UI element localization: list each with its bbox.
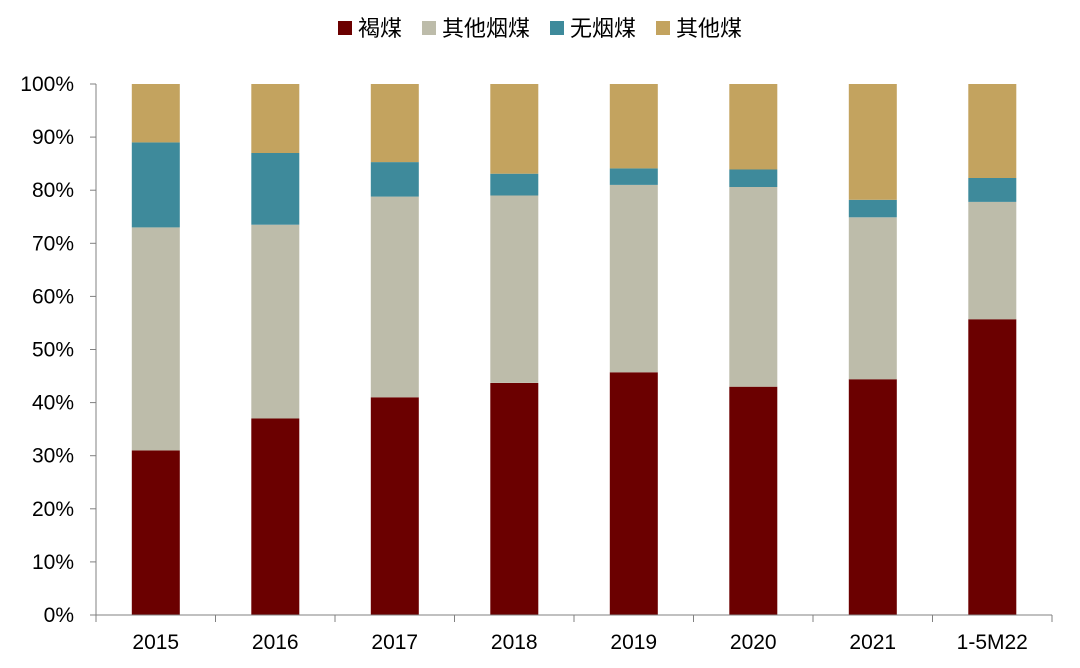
bar-segment-1-5M22-4 [968, 84, 1017, 178]
y-tick-label: 50% [32, 339, 74, 362]
bar-segment-2021-4 [848, 84, 897, 200]
y-tick-label: 90% [32, 126, 74, 149]
bar-segment-2015-1 [131, 450, 180, 615]
legend-label-2: 其他烟煤 [442, 17, 530, 42]
y-tick-label: 60% [32, 285, 74, 308]
bar-segment-2015-3 [131, 142, 180, 228]
bar-segment-2020-4 [729, 84, 778, 170]
bar-segment-2019-2 [609, 184, 658, 373]
bar-segment-2019-4 [609, 84, 658, 169]
bar-segment-2018-1 [490, 383, 539, 615]
legend-swatch-1 [338, 21, 352, 35]
bar-segment-2018-4 [490, 84, 539, 174]
y-tick-label: 10% [32, 551, 74, 574]
bar-segment-2017-1 [370, 397, 419, 615]
bar-segment-2016-1 [251, 418, 300, 615]
bar-segment-1-5M22-1 [968, 319, 1017, 615]
x-tick-label: 1-5M22 [957, 631, 1028, 654]
bar-stack-group [131, 84, 1017, 615]
y-tick-label: 40% [32, 392, 74, 415]
bar-segment-2020-1 [729, 386, 778, 615]
x-tick-label: 2015 [132, 631, 179, 654]
x-tick-label: 2018 [491, 631, 538, 654]
bar-segment-2016-3 [251, 153, 300, 225]
y-tick-label: 70% [32, 232, 74, 255]
bar-segment-1-5M22-2 [968, 201, 1017, 320]
bar-segment-2016-4 [251, 84, 300, 153]
bar-segment-2017-3 [370, 162, 419, 197]
chart-legend: 褐煤 其他烟煤 无烟煤 其他煤 [338, 17, 742, 42]
bar-segment-2017-4 [370, 84, 419, 163]
legend-swatch-4 [656, 21, 670, 35]
bar-segment-2021-2 [848, 217, 897, 380]
x-tick-label: 2017 [371, 631, 418, 654]
y-axis-ticks: 0% 10% 20% 30% 40% 50% 60% 70% 80% 90% 100% [20, 73, 96, 627]
y-tick-label: 30% [32, 445, 74, 468]
legend-label-4: 其他煤 [676, 17, 742, 42]
x-tick-label: 2016 [252, 631, 299, 654]
chart-axes [95, 84, 1052, 616]
bar-segment-1-5M22-3 [968, 178, 1017, 202]
y-tick-label: 0% [44, 604, 74, 627]
bar-segment-2018-3 [490, 173, 539, 196]
y-tick-label: 100% [20, 73, 74, 96]
bar-segment-2021-1 [848, 379, 897, 615]
bar-segment-2016-2 [251, 224, 300, 419]
x-tick-label: 2021 [849, 631, 896, 654]
legend-swatch-3 [550, 21, 564, 35]
bar-segment-2020-2 [729, 187, 778, 387]
x-axis-ticks: 2015 2016 2017 2018 2019 2020 2021 1-5M22 [95, 615, 1053, 654]
x-tick-label: 2020 [730, 631, 777, 654]
x-tick-label: 2019 [610, 631, 657, 654]
legend-swatch-2 [422, 21, 436, 35]
bar-segment-2019-3 [609, 168, 658, 185]
y-tick-label: 20% [32, 498, 74, 521]
bar-segment-2021-3 [848, 199, 897, 218]
y-tick-label: 80% [32, 179, 74, 202]
bar-segment-2020-3 [729, 169, 778, 187]
legend-label-1: 褐煤 [358, 17, 402, 42]
bar-segment-2019-1 [609, 372, 658, 615]
bar-segment-2018-2 [490, 195, 539, 383]
bar-segment-2017-2 [370, 196, 419, 398]
bar-segment-2015-2 [131, 227, 180, 451]
bar-segment-2015-4 [131, 84, 180, 143]
legend-label-3: 无烟煤 [570, 17, 636, 42]
